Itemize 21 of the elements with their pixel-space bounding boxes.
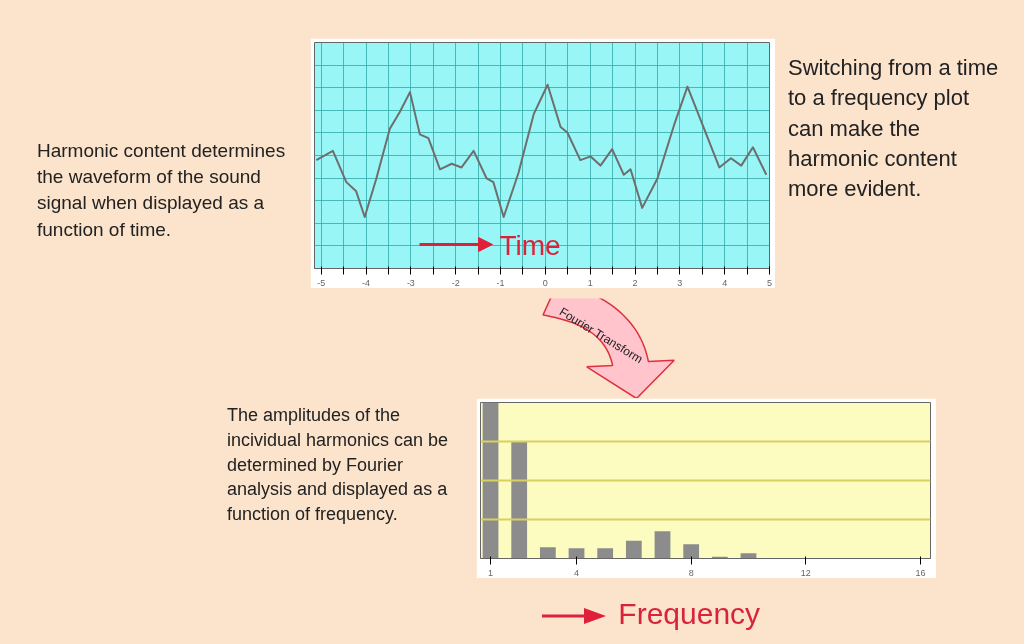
x-tick-label: 5 bbox=[767, 277, 773, 288]
x-tick-label: -5 bbox=[317, 277, 326, 288]
x-tick-label: -1 bbox=[496, 277, 505, 288]
x-tick-label: -3 bbox=[406, 277, 415, 288]
x-tick-label: 4 bbox=[574, 567, 580, 578]
x-tick-label: 4 bbox=[722, 277, 728, 288]
x-tick-label: 2 bbox=[632, 277, 638, 288]
text: Switching from a time to a frequency plot can make the harmonic content more evident. bbox=[788, 54, 1000, 204]
x-tick-label: -2 bbox=[451, 277, 460, 288]
x-tick-label: 16 bbox=[915, 567, 926, 578]
x-tick-label: 0 bbox=[542, 277, 548, 288]
x-tick-label: 12 bbox=[800, 567, 811, 578]
text: The amplitudes of the incividual harmonics can be determined by Fourier analysis and displayed as a function of frequency. bbox=[227, 404, 450, 527]
x-tick-label: 8 bbox=[688, 567, 694, 578]
x-axis-title: Frequency bbox=[618, 597, 761, 630]
x-tick-label: 3 bbox=[677, 277, 683, 288]
x-axis-title: Time bbox=[499, 229, 561, 261]
x-tick-label: 1 bbox=[488, 567, 494, 578]
x-tick-label: 1 bbox=[587, 277, 593, 288]
text: Harmonic content determines the waveform of the sound signal when displayed as a function of time. bbox=[37, 139, 287, 242]
x-tick-label: -4 bbox=[362, 277, 371, 288]
